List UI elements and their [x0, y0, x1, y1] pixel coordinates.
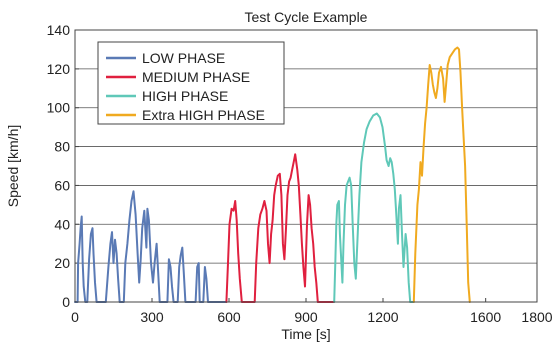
- x-tick-label: 600: [217, 309, 241, 325]
- y-axis-ticks: 0 20 40 60 80 100 120 140: [47, 22, 79, 310]
- x-axis-ticks: 0 300 600 900 1200 1600 1800: [71, 298, 553, 325]
- x-tick-label: 1800: [521, 309, 552, 325]
- x-axis-label: Time [s]: [281, 326, 330, 342]
- y-axis-label: Speed [km/h]: [5, 125, 21, 208]
- series-line-1: [74, 190, 228, 303]
- legend-label: MEDIUM PHASE: [142, 69, 250, 85]
- x-tick-label: 300: [140, 309, 164, 325]
- y-tick-label: 60: [54, 177, 70, 193]
- y-tick-label: 20: [54, 255, 70, 271]
- x-tick-label: 900: [294, 309, 318, 325]
- legend-label: LOW PHASE: [142, 50, 225, 66]
- y-tick-label: 100: [47, 100, 71, 116]
- series-line-4: [412, 46, 471, 303]
- series-line-2: [225, 153, 336, 303]
- y-tick-label: 80: [54, 139, 70, 155]
- legend-label: HIGH PHASE: [142, 88, 228, 104]
- plot-series: [74, 46, 471, 303]
- series-line-3: [333, 112, 415, 303]
- x-tick-label: 0: [71, 309, 79, 325]
- legend-box: [97, 41, 285, 125]
- plot-frame: [74, 29, 538, 303]
- y-tick-label: 40: [54, 216, 70, 232]
- y-tick-label: 120: [47, 61, 71, 77]
- x-tick-label: 1600: [470, 309, 501, 325]
- legend: LOW PHASE MEDIUM PHASE HIGH PHASE Extra HIG…: [97, 41, 285, 125]
- chart-title: Test Cycle Example: [245, 9, 368, 25]
- y-tick-label: 140: [47, 22, 71, 38]
- x-tick-label: 1200: [367, 309, 398, 325]
- y-tick-label: 0: [62, 294, 70, 310]
- legend-label: Extra HIGH PHASE: [142, 107, 265, 123]
